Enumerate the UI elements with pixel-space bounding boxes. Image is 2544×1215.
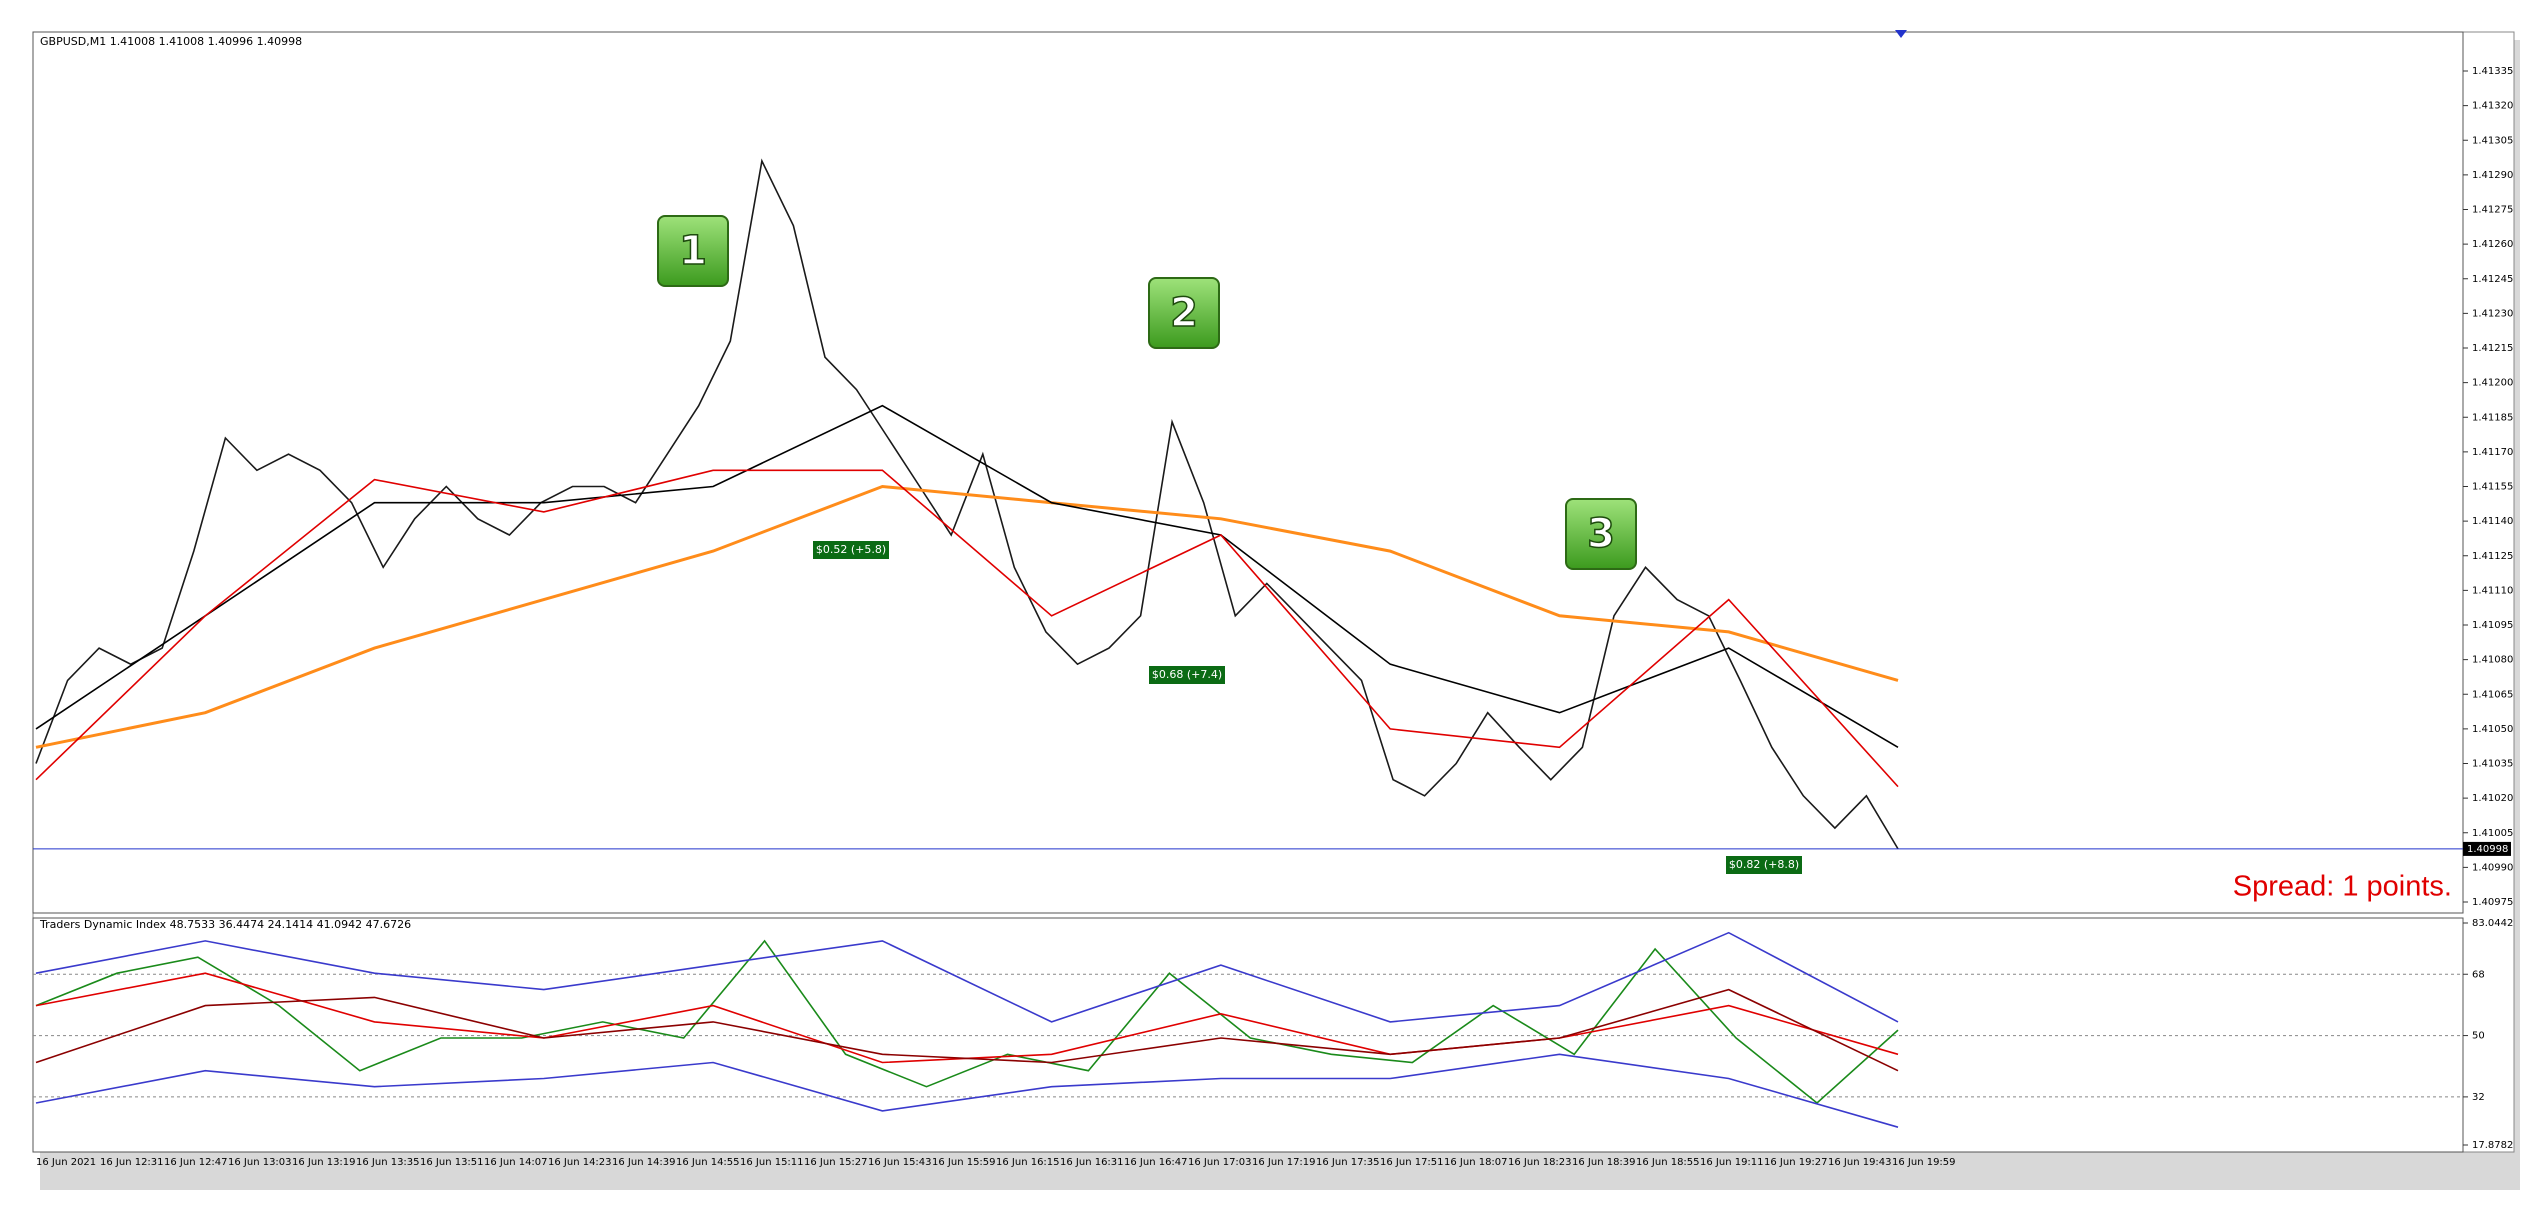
x-tick-label: 16 Jun 14:55	[676, 1157, 740, 1168]
y-tick-label: 1.41260	[2472, 239, 2513, 250]
x-tick-label: 16 Jun 18:07	[1444, 1157, 1508, 1168]
x-tick-label: 16 Jun 18:23	[1508, 1157, 1572, 1168]
x-tick-label: 16 Jun 16:15	[996, 1157, 1060, 1168]
y-tick-label: 32	[2472, 1092, 2485, 1103]
x-tick-label: 16 Jun 16:31	[1060, 1157, 1124, 1168]
indicator-panel	[32, 917, 2464, 1153]
trade-label-box	[813, 541, 889, 559]
y-tick-label: 1.41140	[2472, 516, 2513, 527]
y-tick-label: 1.41020	[2472, 793, 2513, 804]
x-tick-label: 16 Jun 13:35	[356, 1157, 420, 1168]
y-tick-label: 50	[2472, 1031, 2485, 1042]
x-tick-label: 16 Jun 14:39	[612, 1157, 676, 1168]
x-tick-label: 16 Jun 15:59	[932, 1157, 996, 1168]
x-tick-label: 16 Jun 12:31	[100, 1157, 164, 1168]
y-tick-label: 1.41050	[2472, 724, 2513, 735]
trade-label-box	[1726, 856, 1802, 874]
shift-marker	[1895, 30, 1907, 38]
x-tick-label: 16 Jun 19:11	[1700, 1157, 1764, 1168]
y-tick-label: 1.41200	[2472, 378, 2513, 389]
x-tick-label: 16 Jun 17:51	[1380, 1157, 1444, 1168]
x-tick-label: 16 Jun 13:51	[420, 1157, 484, 1168]
x-tick-label: 16 Jun 14:07	[484, 1157, 548, 1168]
y-tick-label: 1.41110	[2472, 585, 2513, 596]
marker-label: 2	[1170, 290, 1198, 336]
chart-window	[32, 31, 2515, 1153]
x-tick-label: 16 Jun 19:43	[1828, 1157, 1892, 1168]
y-tick-label: 1.41320	[2472, 101, 2513, 112]
trade-label: $0.52 (+5.8)	[816, 543, 886, 556]
y-tick-label: 1.41215	[2472, 343, 2513, 354]
y-tick-label: 1.41275	[2472, 205, 2513, 216]
x-tick-label: 16 Jun 18:39	[1572, 1157, 1636, 1168]
marker-box	[1565, 498, 1637, 570]
x-tick-label: 16 Jun 16:47	[1124, 1157, 1188, 1168]
x-tick-label: 16 Jun 13:19	[292, 1157, 356, 1168]
y-tick-label: 1.41170	[2472, 447, 2513, 458]
x-tick-label: 16 Jun 17:03	[1188, 1157, 1252, 1168]
series-line	[35, 939, 1899, 1105]
trade-label: $0.68 (+7.4)	[1152, 668, 1222, 681]
x-tick-label: 16 Jun 15:27	[804, 1157, 868, 1168]
x-tick-label: 16 Jun 15:43	[868, 1157, 932, 1168]
x-tick-label: 16 Jun 17:35	[1316, 1157, 1380, 1168]
y-tick-label: 1.41230	[2472, 308, 2513, 319]
y-tick-label: 1.41005	[2472, 828, 2513, 839]
x-tick-label: 16 Jun 18:55	[1636, 1157, 1700, 1168]
y-tick-label: 1.40990	[2472, 862, 2513, 873]
marker-label: 1	[679, 228, 707, 274]
marker-box	[1148, 277, 1220, 349]
y-tick-label: 1.41290	[2472, 170, 2513, 181]
y-tick-label: 1.41080	[2472, 655, 2513, 666]
marker-box	[657, 215, 729, 287]
trade-label-box	[1149, 666, 1225, 684]
x-tick-label: 16 Jun 19:27	[1764, 1157, 1828, 1168]
x-tick-label: 16 Jun 14:23	[548, 1157, 612, 1168]
symbol-header: GBPUSD,M1 1.41008 1.41008 1.40996 1.4099…	[40, 35, 302, 48]
trade-label: $0.82 (+8.8)	[1729, 858, 1799, 871]
y-tick-label: 1.41125	[2472, 551, 2513, 562]
indicator-header: Traders Dynamic Index 48.7533 36.4474 24…	[39, 918, 411, 931]
current-price-box	[2463, 841, 2511, 856]
y-tick-label: 1.41155	[2472, 482, 2513, 493]
y-tick-label: 1.41245	[2472, 274, 2513, 285]
x-tick-label: 16 Jun 13:03	[228, 1157, 292, 1168]
main-panel	[32, 31, 2464, 914]
series-line	[35, 484, 1899, 749]
series-line	[35, 469, 1899, 788]
y-tick-label: 1.41185	[2472, 412, 2513, 423]
y-tick-label: 1.41095	[2472, 620, 2513, 631]
x-tick-label: 16 Jun 17:19	[1252, 1157, 1316, 1168]
spread-text: Spread: 1 points.	[2233, 871, 2452, 903]
series-line	[35, 404, 1899, 748]
y-tick-label: 17.8782	[2472, 1140, 2513, 1151]
series-line	[35, 931, 1899, 1023]
series-line	[35, 1053, 1899, 1128]
x-tick-label: 16 Jun 2021	[36, 1157, 96, 1168]
y-tick-label: 83.0442	[2472, 918, 2513, 929]
y-tick-label: 1.41035	[2472, 759, 2513, 770]
y-tick-label: 68	[2472, 969, 2485, 980]
x-tick-label: 16 Jun 15:11	[740, 1157, 804, 1168]
y-tick-label: 1.41335	[2472, 66, 2513, 77]
y-tick-label: 1.41065	[2472, 689, 2513, 700]
marker-label: 3	[1587, 511, 1615, 557]
series-line	[35, 988, 1899, 1072]
x-tick-label: 16 Jun 19:59	[1892, 1157, 1956, 1168]
current-price-label: 1.40998	[2467, 844, 2508, 855]
y-tick-label: 1.40975	[2472, 897, 2513, 908]
x-tick-label: 16 Jun 12:47	[164, 1157, 228, 1168]
y-tick-label: 1.41305	[2472, 135, 2513, 146]
